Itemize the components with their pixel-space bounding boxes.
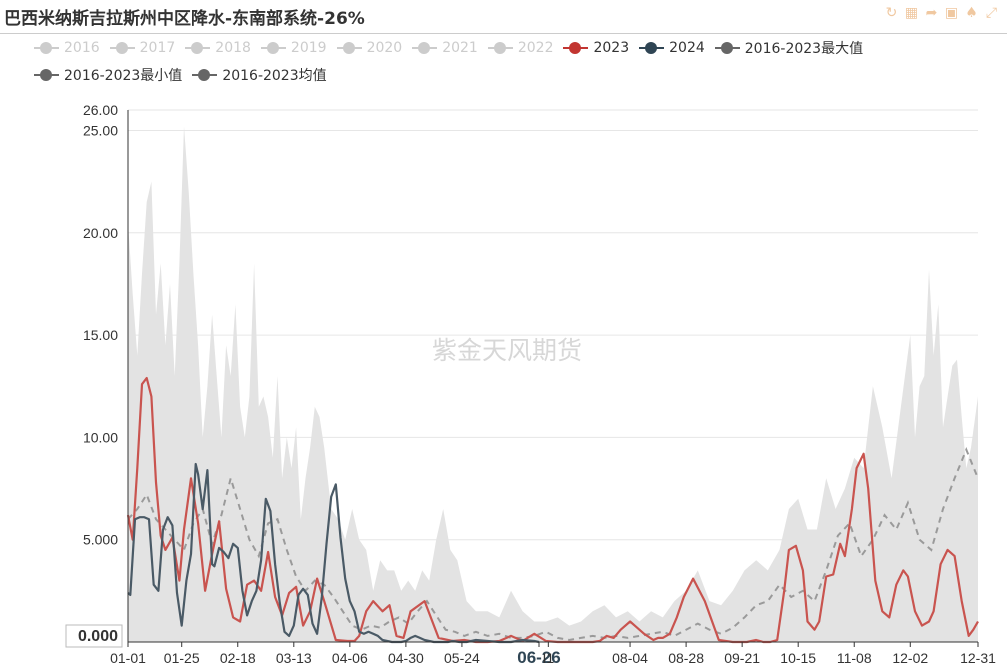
- x-tick-label: 04-06: [332, 650, 368, 666]
- legend-item-2022[interactable]: 2022: [487, 40, 554, 56]
- legend-item-min[interactable]: 2016-2023最小值: [34, 65, 182, 85]
- range-band-area: [128, 126, 978, 642]
- legend-item-mean[interactable]: 2016-2023均值: [192, 65, 327, 85]
- notify-icon[interactable]: ♠: [965, 5, 978, 21]
- y-tick-label: 15.00: [83, 327, 118, 343]
- legend-label: 2021: [442, 40, 478, 56]
- x-axis-pointer-label: 06-26: [517, 648, 560, 667]
- legend-label: 2018: [215, 40, 251, 56]
- legend-label: 2022: [517, 40, 554, 56]
- fullscreen-icon[interactable]: ⤢: [985, 5, 998, 21]
- y-tick-label: 20.00: [83, 225, 118, 241]
- data-view-icon[interactable]: ▦: [904, 5, 919, 21]
- x-tick-label: 11-08: [837, 650, 872, 666]
- legend-item-2023[interactable]: 2023: [563, 40, 629, 56]
- save-image-icon[interactable]: ▣: [944, 5, 959, 21]
- restore-icon[interactable]: ↻: [885, 5, 898, 21]
- legend-marker-icon: [260, 41, 286, 55]
- y-tick-label: 10.00: [83, 429, 118, 445]
- x-tick-label: 01-25: [164, 650, 200, 666]
- y-tick-label: 26.00: [83, 102, 118, 118]
- legend-item-2018[interactable]: 2018: [185, 40, 251, 56]
- legend-item-max[interactable]: 2016-2023最大值: [714, 38, 864, 58]
- x-tick-label: I1: [542, 650, 554, 666]
- title-divider: [0, 33, 1007, 34]
- legend-marker-icon: [412, 41, 438, 55]
- legend-marker-icon: [487, 41, 513, 55]
- x-tick-label: 12-31: [960, 650, 996, 666]
- toolbox: ↻ ▦ ➦ ▣ ♠ ⤢: [884, 6, 999, 21]
- legend-label: 2016-2023均值: [222, 68, 327, 84]
- x-tick-label: 10-15: [780, 650, 816, 666]
- y-tick-label: 25.00: [83, 122, 118, 138]
- legend-marker-icon: [34, 41, 59, 55]
- legend-marker-icon: [192, 68, 218, 82]
- legend-label: 2016: [64, 40, 100, 56]
- legend-marker-icon: [185, 41, 211, 55]
- x-tick-label: 04-30: [388, 650, 424, 666]
- y-tick-label: 0.000: [78, 628, 118, 645]
- legend-item-2016[interactable]: 2016: [34, 40, 100, 56]
- legend-label: 2020: [366, 40, 403, 56]
- y-tick-label: 5.000: [83, 532, 118, 548]
- legend-marker-icon: [109, 41, 135, 55]
- legend-marker-icon: [639, 41, 665, 55]
- legend-label: 2019: [290, 40, 327, 56]
- legend-marker-icon: [563, 41, 589, 55]
- legend-row: 2016-2023最小值 2016-2023均值: [34, 65, 994, 85]
- y-axis-pointer-box: [65, 624, 123, 648]
- legend-item-2021[interactable]: 2021: [412, 40, 478, 56]
- x-tick-label: 12-02: [892, 650, 928, 666]
- x-tick-label: 01-01: [110, 650, 146, 666]
- legend-item-2020[interactable]: 2020: [336, 40, 403, 56]
- legend-label: 2016-2023最大值: [744, 41, 864, 57]
- legend-marker-icon: [34, 68, 59, 82]
- watermark: 紫金天风期货: [432, 336, 582, 365]
- x-tick-label: 03-13: [276, 650, 312, 666]
- legend-label: 2016-2023最小值: [64, 68, 183, 84]
- page-title: 巴西米纳斯吉拉斯州中区降水-东南部系统-26%: [4, 9, 365, 29]
- legend-marker-icon: [336, 41, 362, 55]
- legend-label: 2023: [593, 40, 630, 56]
- x-tick-label: 09-21: [724, 650, 760, 666]
- x-tick-label: 02-18: [220, 650, 256, 666]
- share-icon[interactable]: ➦: [925, 5, 938, 21]
- legend: 2016 2017 2018 2019 2020 2021 2022 2023 …: [34, 38, 994, 92]
- legend-item-2024[interactable]: 2024: [639, 40, 705, 56]
- x-tick-label: 05-24: [444, 650, 480, 666]
- legend-row: 2016 2017 2018 2019 2020 2021 2022 2023 …: [34, 38, 994, 58]
- legend-item-2017[interactable]: 2017: [109, 40, 176, 56]
- legend-label: 2024: [669, 40, 705, 56]
- x-tick-label: 08-04: [612, 650, 648, 666]
- legend-item-2019[interactable]: 2019: [260, 40, 327, 56]
- x-tick-label: 08-28: [668, 650, 704, 666]
- legend-label: 2017: [139, 40, 176, 56]
- legend-marker-icon: [714, 41, 740, 55]
